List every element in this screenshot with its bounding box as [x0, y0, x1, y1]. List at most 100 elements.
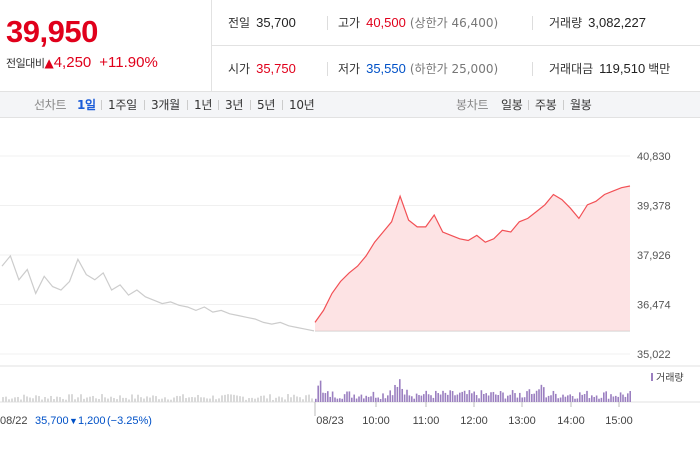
amount-label: 거래대금 [549, 62, 594, 76]
y-tick-label: 40,830 [637, 151, 671, 163]
prev-volume-bar [17, 396, 19, 402]
volume-cell: 거래량 3,082,227 [549, 0, 646, 46]
down-arrow-icon: ▼ [69, 416, 78, 426]
amount-cell: 거래대금 119,510 백만 [549, 46, 670, 92]
today-volume-bar [449, 390, 451, 402]
today-volume-bar [442, 390, 444, 402]
today-volume-bar [413, 398, 415, 402]
prev-volume-bar [107, 398, 109, 402]
today-volume-bar [317, 385, 319, 402]
x-tick-label: 11:00 [413, 415, 440, 427]
candle-tab-daily[interactable]: 일봉 [501, 98, 523, 112]
prev-volume-bar [101, 394, 103, 402]
prev-volume-bar [41, 399, 43, 402]
prev-close-label: 전일 [228, 16, 251, 30]
today-volume-bar [456, 394, 459, 402]
divider [144, 100, 145, 110]
today-volume-bar [598, 398, 600, 402]
today-volume-bar [583, 394, 586, 402]
up-arrow-icon: ▲ [44, 56, 54, 70]
prev-volume-bar [254, 398, 256, 402]
today-volume-bar [459, 392, 461, 402]
today-volume-bar [502, 392, 504, 402]
today-volume-bar [622, 394, 624, 402]
period-tab-1y[interactable]: 1년 [194, 98, 213, 112]
period-tab-10y[interactable]: 10년 [289, 98, 315, 112]
today-volume-bar [367, 396, 370, 402]
prev-volume-bar [89, 396, 91, 402]
prev-volume-bar [26, 396, 28, 402]
prev-volume-bar [38, 396, 40, 402]
today-volume-bar [543, 387, 545, 402]
prev-volume-bar [149, 397, 151, 402]
prev-volume-bar [251, 397, 253, 402]
prev-volume-bar [104, 397, 106, 402]
period-tab-5y[interactable]: 5년 [257, 98, 276, 112]
period-tab-1d[interactable]: 1일 [77, 98, 96, 112]
today-price-line [314, 185, 631, 323]
today-volume-bar [387, 395, 389, 402]
prev-volume-bar [200, 397, 202, 402]
stats-row: 시가 35,750 저가 35,550 (하한가 25,000) 거래대금 119,51… [212, 46, 700, 92]
volume-value: 3,082,227 [588, 15, 646, 30]
prev-volume-bar [65, 399, 67, 402]
prev-volume-bar [308, 394, 310, 402]
prev-volume-bar [233, 394, 235, 402]
x-tick-label: 13:00 [508, 415, 536, 427]
change-value: 4,250 [53, 54, 92, 71]
prev-volume-bar [86, 397, 88, 402]
y-tick-label: 37,926 [637, 250, 671, 262]
today-volume-bar [408, 395, 411, 402]
prev-volume-bar [248, 398, 250, 402]
prev-volume-bar [83, 398, 85, 402]
prev-volume-bar [236, 395, 238, 402]
candle-tab-weekly[interactable]: 주봉 [535, 98, 557, 112]
today-volume-bar [545, 397, 547, 402]
prev-volume-bar [299, 397, 301, 402]
prev-volume-bar [185, 398, 187, 402]
today-volume-bar [334, 397, 336, 402]
prev-volume-bar [146, 396, 148, 402]
today-volume-bar [495, 394, 497, 402]
today-volume-bar [384, 398, 387, 402]
today-volume-bar [504, 398, 507, 402]
today-volume-bar [550, 395, 552, 402]
today-volume-bar [348, 391, 351, 402]
today-volume-bar [329, 396, 331, 402]
price-chart[interactable]: 40,830 39,378 37,926 36,474 35,022 거래량 08/23 10… [0, 118, 700, 450]
today-volume-bar [396, 386, 399, 402]
today-volume-bar [490, 392, 492, 402]
today-volume-bar [559, 397, 562, 402]
today-volume-bar [619, 392, 622, 402]
prev-volume-bar [227, 394, 229, 402]
prev-volume-bar [80, 394, 82, 402]
candle-tab-monthly[interactable]: 월봉 [570, 98, 592, 112]
prev-volume-bar [203, 397, 205, 402]
change-line: 전일대비▲4,250 +11.90% [6, 54, 158, 71]
today-volume-bar [603, 392, 605, 402]
prev-volume-bar [293, 394, 295, 402]
today-volume-bar [526, 391, 528, 402]
prev-day-price-line [1, 254, 315, 332]
today-volume-bar [358, 396, 360, 402]
today-volume-bar [365, 395, 367, 402]
today-volume-bar [607, 398, 610, 402]
today-volume-bar [363, 398, 365, 402]
today-volume-bar [478, 398, 480, 402]
period-tab-3y[interactable]: 3년 [225, 98, 244, 112]
today-volume-bar [569, 394, 571, 402]
prev-volume-bar [197, 394, 199, 402]
today-volume-bar [605, 391, 607, 402]
current-price: 39,950 [6, 14, 98, 49]
period-tab-3m[interactable]: 3개월 [151, 98, 180, 112]
period-tab-1w[interactable]: 1주일 [108, 98, 137, 112]
today-volume-bar [319, 380, 322, 402]
prev-volume-bar [173, 397, 175, 402]
volume-legend-label: 거래량 [656, 372, 684, 384]
prev-volume-bar [59, 397, 61, 402]
today-volume-bar [427, 394, 430, 402]
today-volume-bar [435, 390, 437, 402]
stats-panel: 전일 35,700 고가 40,500 (상한가 46,400) 거래량 3,082,2… [212, 0, 700, 92]
today-volume-bar [322, 392, 324, 402]
prev-volume-bar [296, 396, 298, 402]
